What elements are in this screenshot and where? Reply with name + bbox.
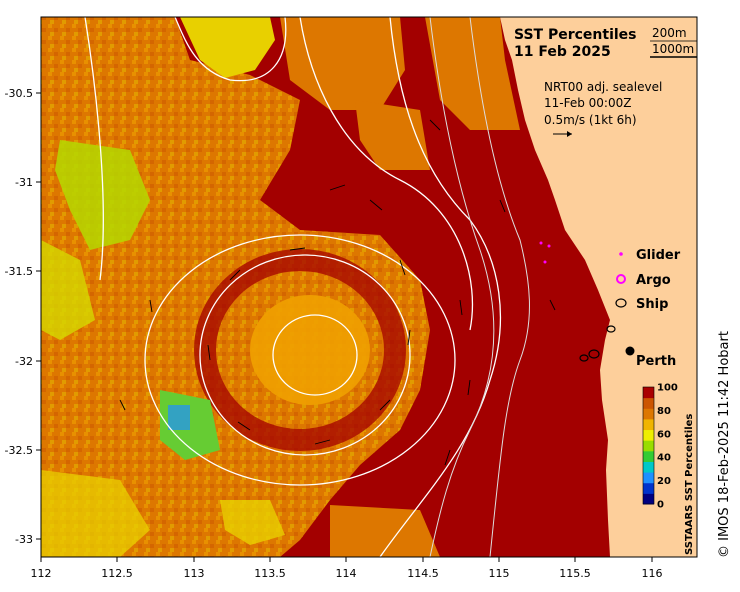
isobath-label-200m: 200m: [652, 26, 687, 40]
glider-legend-icon: [619, 252, 623, 256]
y-tick-label: -30.5: [5, 87, 33, 100]
plot-frame: [40, 16, 698, 558]
x-tick-label: 112: [31, 567, 52, 580]
y-tick-label: -32.5: [5, 444, 33, 457]
colorbar-frame: [642, 386, 655, 505]
y-tick-label: -32: [15, 355, 33, 368]
colorbar-segment: [643, 472, 654, 484]
current-info-line1: NRT00 adj. sealevel: [544, 80, 662, 94]
map-title-line1: SST Percentiles: [514, 27, 637, 43]
colorbar-segment: [643, 408, 654, 420]
city-label-perth: Perth: [636, 354, 676, 369]
colorbar: 100 80 60 40 20 0: [642, 383, 678, 511]
x-tick-label: 115.5: [559, 567, 591, 580]
colorbar-segment: [643, 461, 654, 473]
x-axis: 112 112.5 113 113.5 114 114.5 115 115.5 116: [31, 557, 663, 580]
sst-region-north-yellow: [180, 17, 275, 78]
x-tick-label: 114: [336, 567, 357, 580]
colorbar-tick-label: 40: [657, 453, 671, 464]
colorbar-title: SSTAARS SST Percentiles: [684, 414, 695, 555]
legend-glider: Glider: [636, 248, 681, 263]
argo-legend-icon: [616, 274, 626, 284]
map-title-line2: 11 Feb 2025: [514, 44, 611, 60]
scale-arrow-icon: [553, 131, 572, 137]
x-tick-label: 114.5: [407, 567, 439, 580]
colorbar-tick-label: 60: [657, 429, 671, 440]
eddy-core: [250, 295, 370, 405]
y-tick-label: -31.5: [5, 265, 33, 278]
ship-legend-icon: [615, 298, 627, 308]
x-tick-label: 112.5: [101, 567, 133, 580]
sst-region-orange-south: [330, 505, 440, 557]
colorbar-segment: [643, 387, 654, 399]
isobath-lines: [429, 17, 530, 557]
sealevel-contours: [84, 17, 502, 557]
credit-text: © IMOS 18-Feb-2025 11:42 Hobart: [717, 331, 732, 558]
colorbar-segment: [643, 493, 654, 505]
colorbar-segment: [643, 397, 654, 409]
eddy-dark-ring: [194, 249, 406, 451]
x-tick-label: 115: [489, 567, 510, 580]
isobath-label-1000m: 1000m: [652, 42, 694, 56]
sst-cold-patch: [168, 405, 190, 430]
x-tick-label: 116: [642, 567, 663, 580]
y-tick-label: -31: [15, 176, 33, 189]
sst-region-north-orange-2: [355, 100, 430, 170]
colorbar-segment: [643, 429, 654, 441]
colorbar-segment: [643, 418, 654, 431]
x-tick-label: 113: [184, 567, 205, 580]
current-arrows: [119, 119, 556, 466]
sst-region-green-west: [41, 240, 95, 340]
legend-argo: Argo: [636, 273, 671, 288]
colorbar-segment: [643, 450, 654, 462]
colorbar-tick-label: 20: [657, 476, 671, 487]
y-axis: -30.5 -31 -31.5 -32 -32.5 -33: [5, 87, 41, 546]
colorbar-tick-label: 0: [657, 500, 664, 511]
ship-markers: [579, 325, 616, 362]
colorbar-tick-label: 100: [657, 383, 678, 394]
perth-marker: [625, 346, 635, 356]
colorbar-segment: [643, 440, 654, 452]
x-tick-label: 113.5: [254, 567, 286, 580]
current-info-line2: 11-Feb 00:00Z: [544, 96, 631, 110]
sst-region-north-orange: [280, 17, 405, 110]
sst-region-east-orange: [425, 17, 520, 130]
map-plot-area: [41, 17, 697, 557]
legend-ship: Ship: [636, 297, 668, 312]
sst-region-yellow-south: [220, 500, 285, 545]
glider-track: [539, 241, 551, 264]
y-tick-label: -33: [15, 533, 33, 546]
sst-region-yellow-southwest: [41, 470, 150, 557]
colorbar-tick-label: 80: [657, 406, 671, 417]
current-info-line3: 0.5m/s (1kt 6h): [544, 113, 637, 127]
colorbar-segment: [643, 482, 654, 494]
